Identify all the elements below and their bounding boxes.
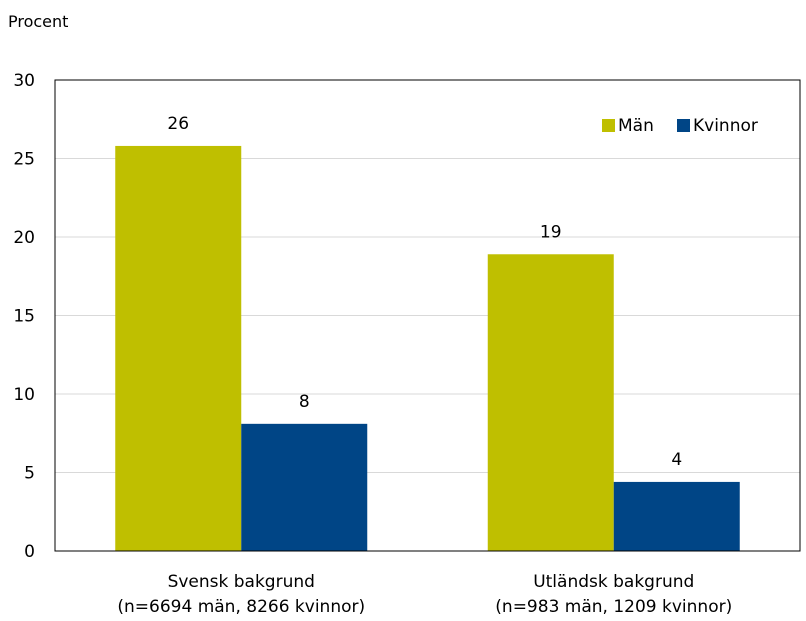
y-tick-label: 30 (13, 71, 35, 91)
category-label: Utländsk bakgrund (533, 572, 694, 592)
bars: 26 8 19 4 (115, 114, 740, 551)
legend-label: Män (618, 116, 654, 136)
legend-label: Kvinnor (693, 116, 758, 136)
data-label: 8 (299, 392, 310, 412)
y-ticks: 0 5 10 15 20 25 30 (13, 71, 35, 562)
bar-m-n (487, 254, 614, 551)
data-label: 26 (167, 114, 189, 134)
bar-m-n (115, 145, 242, 551)
plot-area-border (54, 79, 801, 552)
y-tick-label: 0 (24, 542, 35, 562)
y-tick-label: 25 (13, 150, 35, 170)
y-tick-label: 10 (13, 385, 35, 405)
legend-swatch (602, 119, 615, 132)
y-tick-label: 15 (13, 307, 35, 327)
y-axis-label: Procent (8, 12, 68, 31)
category-labels: Svensk bakgrund (n=6694 män, 8266 kvinnor… (117, 572, 732, 617)
bar-kvinnor (613, 481, 740, 551)
data-label: 19 (540, 222, 562, 242)
category-label: Svensk bakgrund (168, 572, 315, 592)
y-tick-label: 20 (13, 228, 35, 248)
bar-kvinnor (241, 423, 368, 551)
y-tick-label: 5 (24, 464, 35, 484)
data-label: 4 (671, 450, 682, 470)
category-label: (n=6694 män, 8266 kvinnor) (117, 597, 365, 617)
axes (54, 79, 801, 552)
legend-swatch (677, 119, 690, 132)
category-label: (n=983 män, 1209 kvinnor) (495, 597, 732, 617)
legend: Män Kvinnor (602, 116, 758, 136)
